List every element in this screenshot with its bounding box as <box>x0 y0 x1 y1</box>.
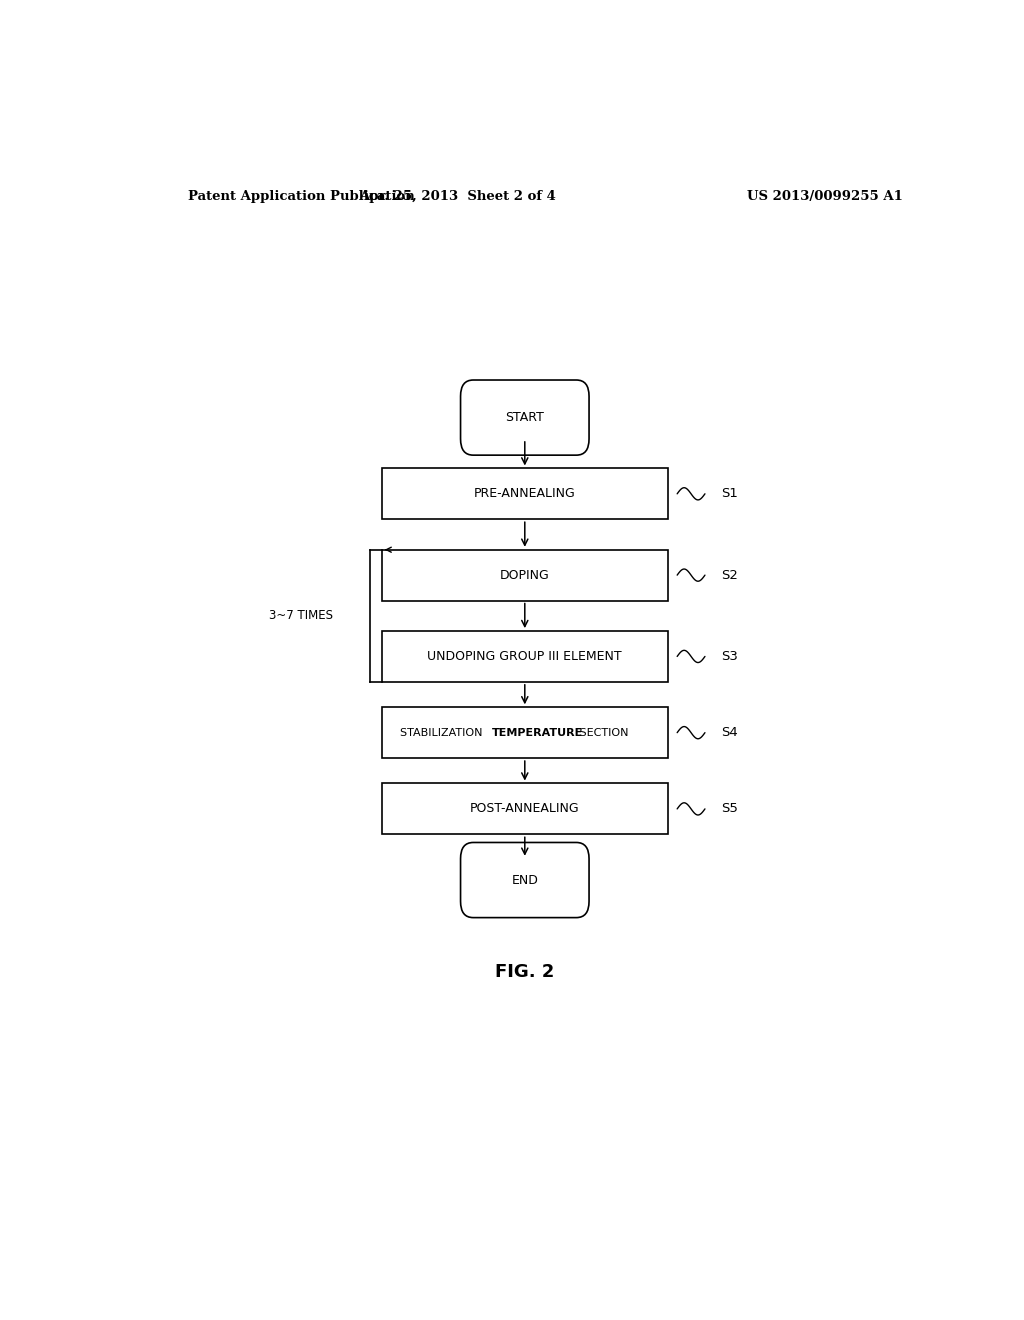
Text: END: END <box>511 874 539 887</box>
Text: UNDOPING GROUP III ELEMENT: UNDOPING GROUP III ELEMENT <box>427 649 623 663</box>
FancyBboxPatch shape <box>461 380 589 455</box>
Text: Patent Application Publication: Patent Application Publication <box>187 190 415 202</box>
Text: FIG. 2: FIG. 2 <box>496 962 554 981</box>
Text: S2: S2 <box>721 569 737 582</box>
Bar <box>382 549 668 601</box>
Text: START: START <box>506 411 544 424</box>
Text: STABILIZATION: STABILIZATION <box>399 727 485 738</box>
FancyBboxPatch shape <box>461 842 589 917</box>
Text: S5: S5 <box>721 803 737 816</box>
Text: DOPING: DOPING <box>500 569 550 582</box>
Bar <box>382 469 668 519</box>
Text: Apr. 25, 2013  Sheet 2 of 4: Apr. 25, 2013 Sheet 2 of 4 <box>358 190 556 202</box>
Text: PRE-ANNEALING: PRE-ANNEALING <box>474 487 575 500</box>
Bar <box>382 708 668 758</box>
Bar <box>382 784 668 834</box>
Bar <box>382 631 668 682</box>
Text: S3: S3 <box>721 649 737 663</box>
Text: US 2013/0099255 A1: US 2013/0099255 A1 <box>748 190 903 202</box>
Text: 3~7 TIMES: 3~7 TIMES <box>269 610 333 622</box>
Text: S4: S4 <box>721 726 737 739</box>
Text: POST-ANNEALING: POST-ANNEALING <box>470 803 580 816</box>
Text: SECTION: SECTION <box>577 727 629 738</box>
Text: TEMPERATURE: TEMPERATURE <box>492 727 583 738</box>
Text: S1: S1 <box>721 487 737 500</box>
